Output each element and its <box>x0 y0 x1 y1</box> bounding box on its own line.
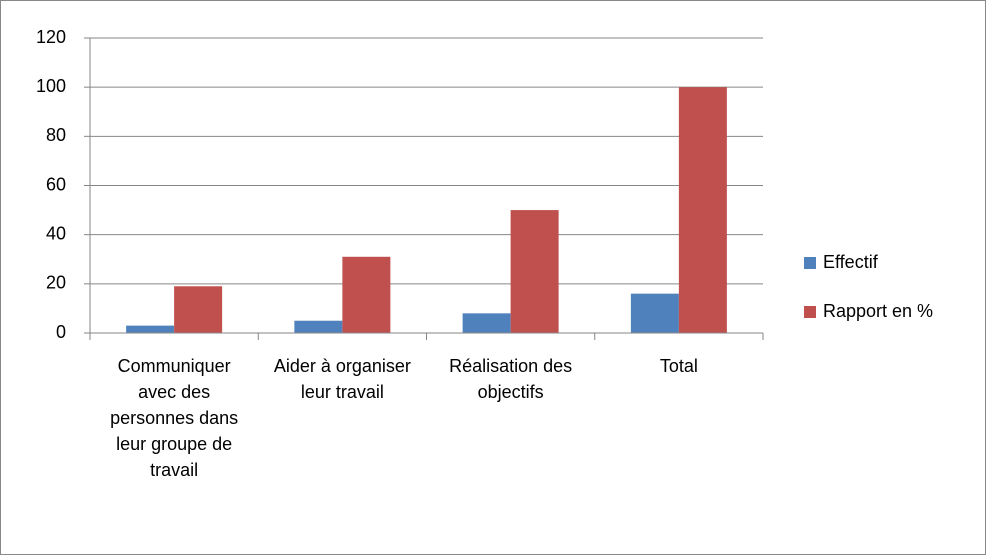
bar <box>510 210 559 333</box>
legend-swatch <box>804 257 816 269</box>
y-tick-label: 100 <box>36 76 66 96</box>
x-tick-label: Réalisation des objectifs <box>449 356 573 402</box>
bar <box>342 256 391 333</box>
legend-label: Effectif <box>823 252 879 272</box>
bar <box>174 286 223 333</box>
x-tick-label: Aider à organiser leur travail <box>273 356 411 402</box>
y-tick-label: 20 <box>46 273 66 293</box>
y-tick-label: 0 <box>56 322 66 342</box>
y-tick-label: 40 <box>46 223 66 243</box>
bar <box>630 293 679 333</box>
x-tick-label: Total <box>659 356 698 376</box>
bar <box>678 87 727 334</box>
bar <box>126 325 175 333</box>
legend-label: Rapport en % <box>823 301 933 321</box>
y-tick-label: 60 <box>46 174 66 194</box>
bar <box>294 320 343 333</box>
x-tick-label: Communiquer avec des personnes dans leur… <box>110 356 239 480</box>
bar <box>462 313 511 333</box>
y-tick-label: 120 <box>36 27 66 47</box>
y-tick-label: 80 <box>46 125 66 145</box>
legend-swatch <box>804 306 816 318</box>
